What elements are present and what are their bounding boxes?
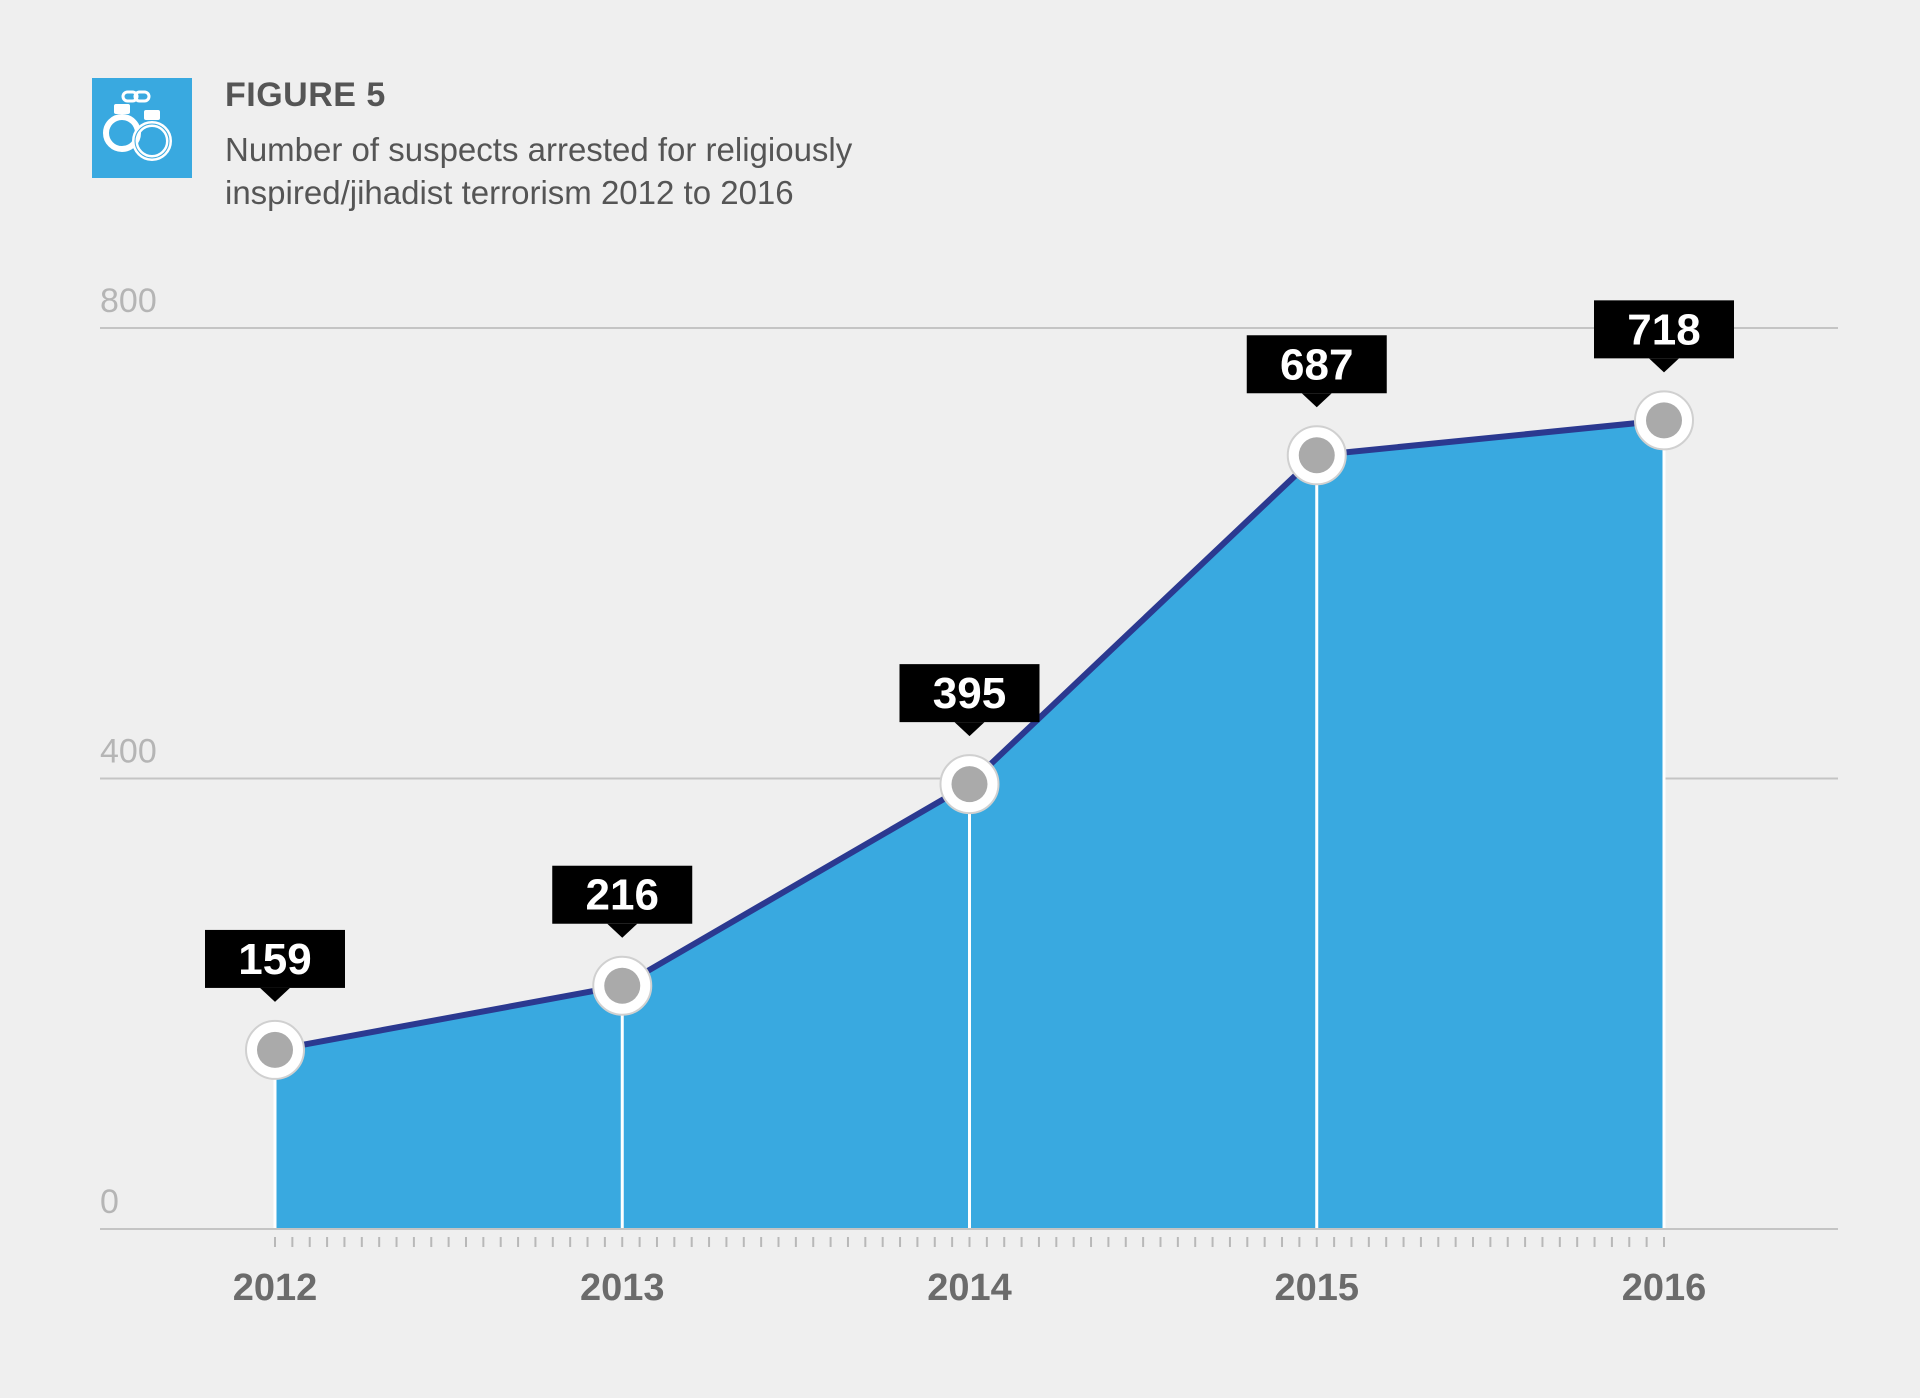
- x-tick-label-2014: 2014: [927, 1267, 1012, 1309]
- data-point-inner-2013: [604, 967, 641, 1004]
- data-point-inner-2014: [951, 766, 988, 803]
- value-label-box-2016: [1594, 300, 1734, 359]
- value-label-box-2015: [1246, 335, 1387, 394]
- value-label-pointer-2016: [1649, 358, 1679, 373]
- handcuffs-icon: [92, 78, 192, 178]
- data-point-inner-2016: [1646, 402, 1682, 439]
- y-tick-label-0: 0: [100, 1183, 119, 1221]
- x-tick-label-2015: 2015: [1274, 1267, 1359, 1309]
- data-label-2016: 718: [1627, 305, 1700, 354]
- data-label-2015: 687: [1280, 340, 1353, 389]
- value-label-pointer-2013: [607, 923, 638, 938]
- value-label-box-2014: [899, 664, 1040, 723]
- data-label-2014: 395: [933, 669, 1006, 718]
- value-label-pointer-2015: [1301, 393, 1332, 408]
- figure-label: FIGURE 5: [225, 76, 386, 114]
- x-tick-label-2012: 2012: [233, 1267, 318, 1309]
- value-label-pointer-2014: [954, 722, 985, 737]
- value-label-box-2012: [205, 929, 345, 988]
- x-tick-label-2013: 2013: [580, 1267, 665, 1309]
- data-point-inner-2015: [1298, 437, 1335, 474]
- value-label-pointer-2012: [260, 987, 290, 1002]
- data-point-inner-2012: [257, 1031, 293, 1068]
- figure-title: Number of suspects arrested for religiou…: [225, 131, 853, 211]
- x-tick-label-2016: 2016: [1622, 1267, 1707, 1309]
- y-tick-label-400: 400: [100, 733, 157, 771]
- data-label-2012: 159: [238, 935, 311, 984]
- data-label-2013: 216: [586, 871, 659, 920]
- y-tick-label-800: 800: [100, 282, 157, 320]
- value-label-box-2013: [552, 865, 693, 924]
